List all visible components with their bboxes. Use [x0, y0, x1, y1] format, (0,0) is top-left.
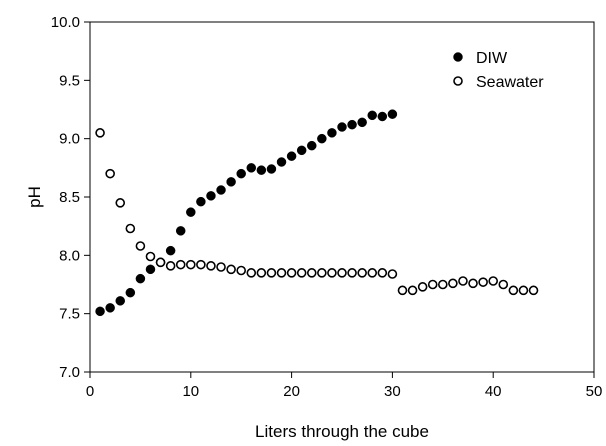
- diw-point: [367, 110, 377, 121]
- seawater-point: [276, 268, 287, 278]
- y-axis-title: pH: [25, 186, 44, 208]
- diw-point: [145, 264, 156, 275]
- seawater-point: [488, 276, 499, 286]
- diw-point: [387, 109, 398, 119]
- y-tick-label: 8.5: [59, 189, 80, 206]
- seawater-point: [317, 268, 327, 278]
- diw-point: [256, 165, 267, 175]
- diw-point: [266, 164, 277, 174]
- diw-point: [206, 191, 216, 201]
- seawater-point: [427, 279, 438, 290]
- seawater-point: [206, 261, 216, 271]
- seawater-point: [367, 268, 378, 278]
- diw-point: [196, 196, 206, 207]
- seawater-point: [186, 259, 196, 270]
- seawater-point: [448, 278, 458, 289]
- diw-point: [95, 306, 105, 317]
- y-tick-label: 8.0: [59, 247, 80, 264]
- diw-point: [337, 122, 347, 132]
- diw-point: [307, 140, 317, 151]
- diw-point: [357, 117, 367, 128]
- legend-label-seawater: Seawater: [476, 74, 544, 91]
- seawater-point: [377, 268, 388, 278]
- seawater-point: [468, 278, 478, 289]
- y-tick-label: 7.5: [59, 306, 80, 323]
- seawater-point: [135, 241, 146, 251]
- seawater-point: [145, 251, 156, 262]
- seawater-point: [337, 268, 347, 278]
- diw-point: [175, 226, 186, 236]
- seawater-point: [226, 264, 236, 275]
- seawater-point: [125, 223, 136, 234]
- seawater-point: [165, 261, 176, 271]
- seawater-point: [327, 268, 337, 278]
- seawater-point: [236, 265, 246, 276]
- x-tick-label: 20: [283, 383, 300, 400]
- seawater-point: [196, 259, 206, 270]
- seawater-point: [478, 277, 488, 287]
- diw-point: [296, 145, 307, 156]
- seawater-point: [437, 279, 448, 290]
- legend: DIW Seawater: [453, 50, 544, 91]
- diw-point: [216, 185, 226, 195]
- diw-point: [186, 207, 196, 217]
- seawater-point: [175, 259, 186, 270]
- seawater-point: [347, 268, 357, 278]
- seawater-point: [458, 276, 468, 286]
- seawater-point: [518, 285, 529, 296]
- y-tick-label: 7.0: [59, 364, 80, 381]
- seawater-point: [286, 268, 297, 278]
- y-tick-label: 10.0: [51, 14, 80, 31]
- seawater-point: [508, 285, 519, 296]
- diw-point: [276, 157, 287, 167]
- diw-point: [377, 111, 388, 122]
- axis-ticks: 0 10 20 30 40 50 7.0 7.5 8.0 8.5 9.0 9.5 10.0: [51, 14, 603, 400]
- seawater-point: [498, 279, 509, 290]
- seawater-point: [296, 268, 307, 278]
- y-tick-label: 9.0: [59, 131, 80, 148]
- x-tick-label: 50: [586, 383, 603, 400]
- seawater-point: [246, 268, 257, 278]
- x-tick-label: 40: [485, 383, 502, 400]
- seawater-point: [256, 268, 267, 278]
- seawater-point: [528, 285, 539, 296]
- diw-point: [347, 119, 357, 130]
- seawater-point: [155, 257, 166, 268]
- diw-point: [135, 273, 146, 284]
- seawater-point: [407, 285, 418, 296]
- seawater-point: [387, 269, 398, 279]
- legend-marker-diw: [453, 52, 463, 62]
- seawater-point: [266, 268, 277, 278]
- x-tick-label: 30: [384, 383, 401, 400]
- seawater-point: [397, 285, 408, 296]
- seawater-point: [115, 198, 126, 208]
- seawater-point: [417, 282, 428, 292]
- diw-point: [115, 296, 125, 306]
- y-tick-label: 9.5: [59, 72, 80, 89]
- data-points: [95, 109, 539, 317]
- x-tick-label: 10: [182, 383, 199, 400]
- seawater-point: [357, 268, 367, 278]
- x-axis-title: Liters through the cube: [255, 422, 429, 441]
- diw-point: [327, 128, 337, 138]
- diw-point: [125, 287, 136, 298]
- seawater-point: [306, 268, 317, 278]
- x-tick-label: 0: [86, 383, 94, 400]
- diw-point: [317, 133, 327, 144]
- legend-label-diw: DIW: [476, 50, 508, 67]
- diw-point: [165, 245, 176, 256]
- seawater-point: [105, 168, 115, 179]
- legend-marker-seawater: [453, 76, 463, 86]
- diw-point: [246, 163, 257, 173]
- seawater-point: [216, 262, 226, 272]
- diw-point: [286, 151, 297, 161]
- diw-point: [226, 177, 236, 187]
- diw-point: [105, 303, 115, 313]
- seawater-point: [95, 128, 105, 138]
- diw-point: [236, 168, 246, 179]
